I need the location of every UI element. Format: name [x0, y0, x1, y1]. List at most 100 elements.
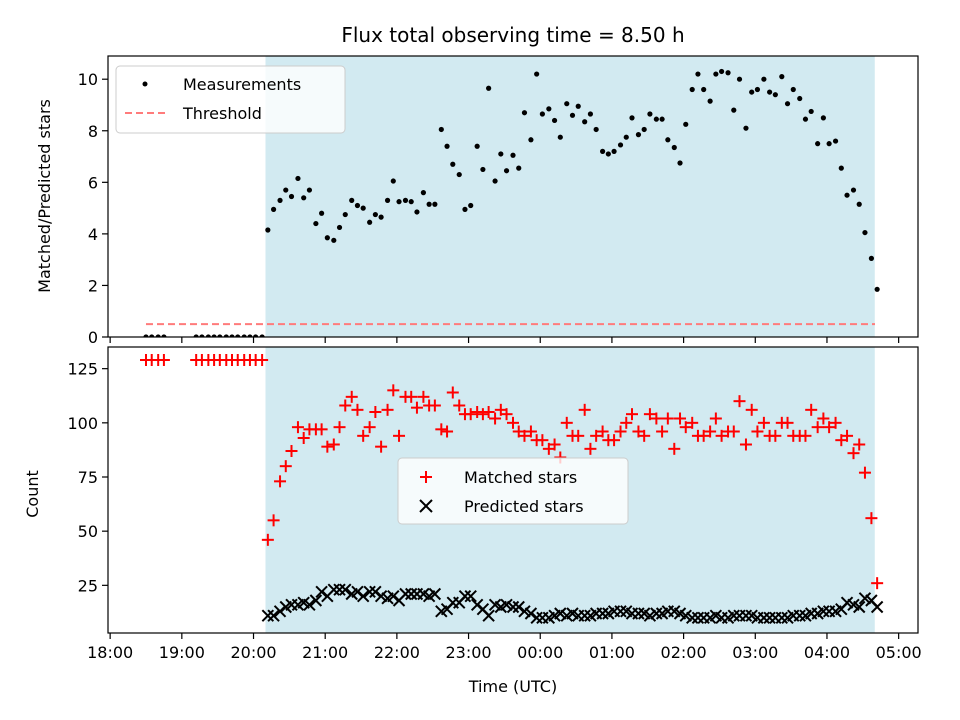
measurement-point	[635, 132, 642, 138]
axes-frame	[107, 346, 919, 634]
matched-point	[614, 425, 627, 438]
measurement-point	[569, 112, 576, 118]
measurement-point	[155, 334, 161, 337]
data-marks	[143, 68, 880, 337]
matched-point	[638, 429, 651, 442]
predicted-point	[853, 600, 866, 614]
measurement-point	[521, 110, 528, 116]
measurement-point	[557, 134, 563, 140]
predicted-point	[530, 611, 543, 625]
measurement-point	[850, 187, 857, 193]
measurement-point	[641, 126, 647, 133]
measurement-point	[868, 255, 875, 261]
measurement-point	[492, 178, 498, 184]
legend-predicted-label: Predicted stars	[464, 497, 584, 516]
measurement-point	[617, 142, 624, 148]
x-b	[637, 607, 651, 620]
predicted-point	[739, 609, 753, 622]
x-b	[333, 583, 346, 596]
measurement-point	[414, 209, 420, 215]
measurement-point	[743, 125, 749, 131]
measurement-point	[277, 197, 283, 203]
bottom-legend: Matched stars Predicted stars	[397, 457, 629, 525]
x-b	[817, 605, 830, 618]
measurement-point	[600, 148, 606, 154]
matched-point	[757, 416, 770, 429]
x-b	[757, 611, 771, 625]
measurement-point	[838, 165, 844, 171]
measurement-point	[402, 197, 409, 203]
predicted-point	[428, 587, 442, 601]
matched-point	[811, 421, 824, 434]
x-b	[506, 600, 520, 614]
x-b	[374, 589, 388, 603]
predicted-point	[405, 587, 418, 601]
matched-point	[560, 416, 573, 429]
x-b	[428, 587, 442, 601]
x-b	[399, 587, 412, 601]
x-b	[727, 609, 740, 622]
matched-point	[471, 406, 484, 418]
top-title: Flux total observing time = 8.50 h	[341, 23, 684, 47]
measurement-point	[695, 71, 701, 77]
x-tick-label: 03:00	[732, 643, 778, 662]
matched-point	[584, 442, 597, 455]
x-b	[650, 607, 663, 620]
x-b	[309, 594, 323, 607]
predicted-point	[333, 583, 346, 596]
measurement-point	[193, 334, 199, 337]
y-tick-label: 8	[88, 122, 98, 141]
measurement-point	[283, 187, 289, 193]
measurement-point	[211, 334, 217, 337]
y-tick-label: 50	[78, 522, 98, 541]
predicted-point	[775, 611, 789, 625]
measurement-point	[354, 202, 361, 209]
x-b	[709, 609, 723, 622]
x-tick-label: 05:00	[876, 643, 922, 662]
measurement-point	[797, 95, 803, 102]
measurement-point	[593, 126, 599, 133]
x-b	[865, 594, 878, 607]
legend-measurements-label: Measurements	[183, 75, 301, 94]
matched-point	[417, 390, 430, 403]
measurement-point	[360, 205, 366, 211]
measurement-point	[510, 152, 516, 158]
measurement-point	[342, 211, 348, 218]
matched-point	[256, 354, 269, 366]
top-legend-box	[115, 65, 346, 134]
matched-point	[274, 475, 287, 488]
x-b	[614, 605, 627, 618]
matched-point	[578, 403, 591, 416]
measurement-point	[653, 116, 659, 122]
predicted-point	[614, 605, 627, 618]
measurement-point	[749, 89, 755, 95]
measurement-point	[647, 111, 653, 117]
predicted-point	[870, 600, 884, 614]
matched-point	[321, 440, 334, 453]
measurement-point	[784, 101, 791, 107]
x-b	[482, 609, 495, 622]
matched-point	[536, 434, 549, 447]
measurement-point	[862, 229, 868, 236]
matched-point	[704, 425, 717, 438]
matched-point	[823, 421, 836, 434]
measurement-point	[217, 334, 223, 337]
x-tick-label: 00:00	[517, 643, 563, 662]
predicted-point	[506, 600, 520, 614]
measurement-point	[349, 197, 355, 203]
predicted-point	[578, 609, 591, 622]
x-b	[327, 583, 341, 596]
x-b	[691, 611, 705, 625]
x-b	[870, 600, 884, 614]
matched-point	[369, 406, 382, 418]
measurement-point	[229, 334, 235, 337]
measurement-point	[270, 206, 277, 212]
predicted-point	[727, 609, 740, 622]
series-predicted-stars	[261, 583, 884, 625]
x-b	[363, 585, 376, 599]
x-b	[775, 611, 789, 625]
matched-point	[291, 421, 304, 434]
series-measurements	[143, 68, 880, 337]
measurement-point	[779, 74, 785, 80]
